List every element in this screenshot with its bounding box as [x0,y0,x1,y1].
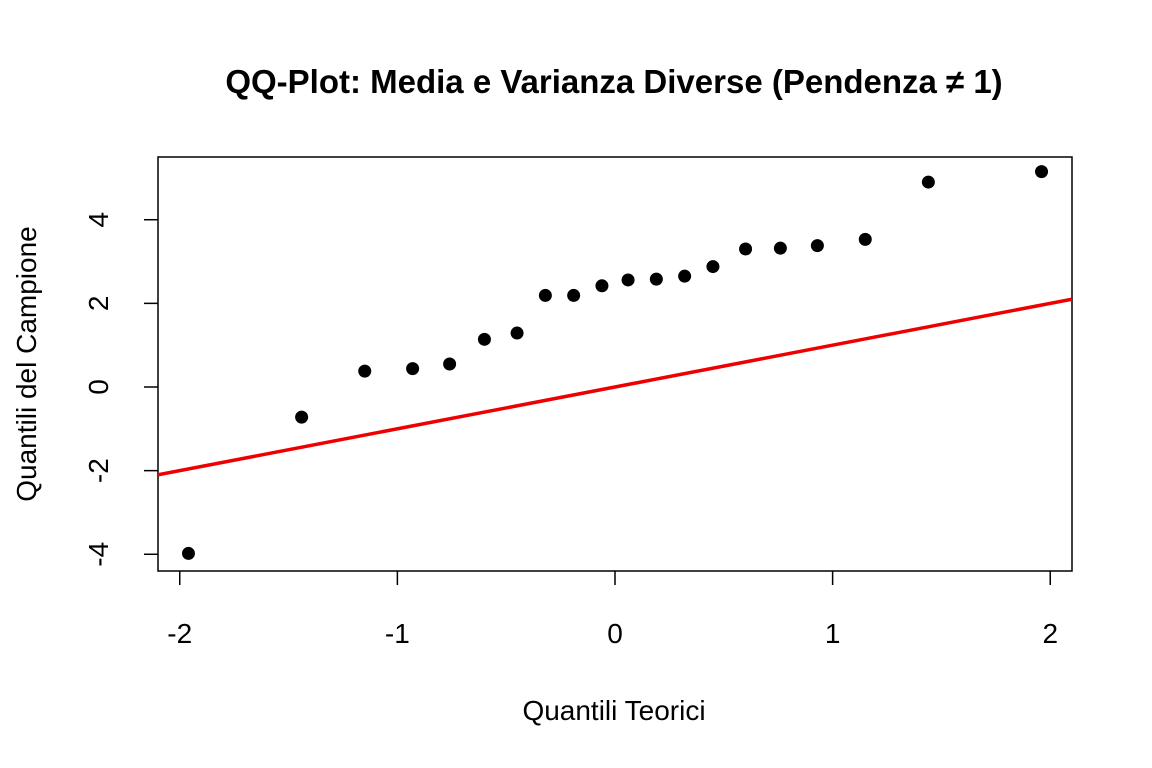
y-tick-label: 4 [83,212,114,228]
x-tick-label: 0 [607,618,623,649]
data-point [773,241,787,255]
data-point [567,288,581,302]
y-tick-label: 2 [83,296,114,312]
data-point [477,332,491,346]
y-tick-label: -4 [83,542,114,567]
data-point [538,288,552,302]
y-tick-label: -2 [83,458,114,483]
data-point [358,364,372,378]
reference-line [158,297,1072,477]
data-point [649,272,663,286]
data-point [181,546,195,560]
data-point [858,232,872,246]
x-axis-label: Quantili Teorici [522,695,705,726]
data-point [621,273,635,287]
x-tick-label: -2 [167,618,192,649]
data-point [510,326,524,340]
data-point [443,357,457,371]
x-tick-label: 1 [825,618,841,649]
y-axis: -4 -2 0 2 4 [83,212,158,567]
chart-title: QQ-Plot: Media e Varianza Diverse (Pende… [225,63,1002,100]
x-tick-label: -1 [385,618,410,649]
data-point [295,410,309,424]
data-point [406,362,420,376]
data-point [678,269,692,283]
data-point [810,239,824,253]
x-axis: -2 -1 0 1 2 [167,571,1058,649]
data-point [921,175,935,189]
y-tick-label: 0 [83,379,114,395]
data-point [739,242,753,256]
plot-area [158,165,1072,560]
data-point [595,279,609,293]
plot-frame [157,156,1073,572]
y-axis-label: Quantili del Campione [11,226,42,502]
data-point [706,260,720,274]
data-point [1035,165,1049,179]
x-tick-label: 2 [1042,618,1058,649]
